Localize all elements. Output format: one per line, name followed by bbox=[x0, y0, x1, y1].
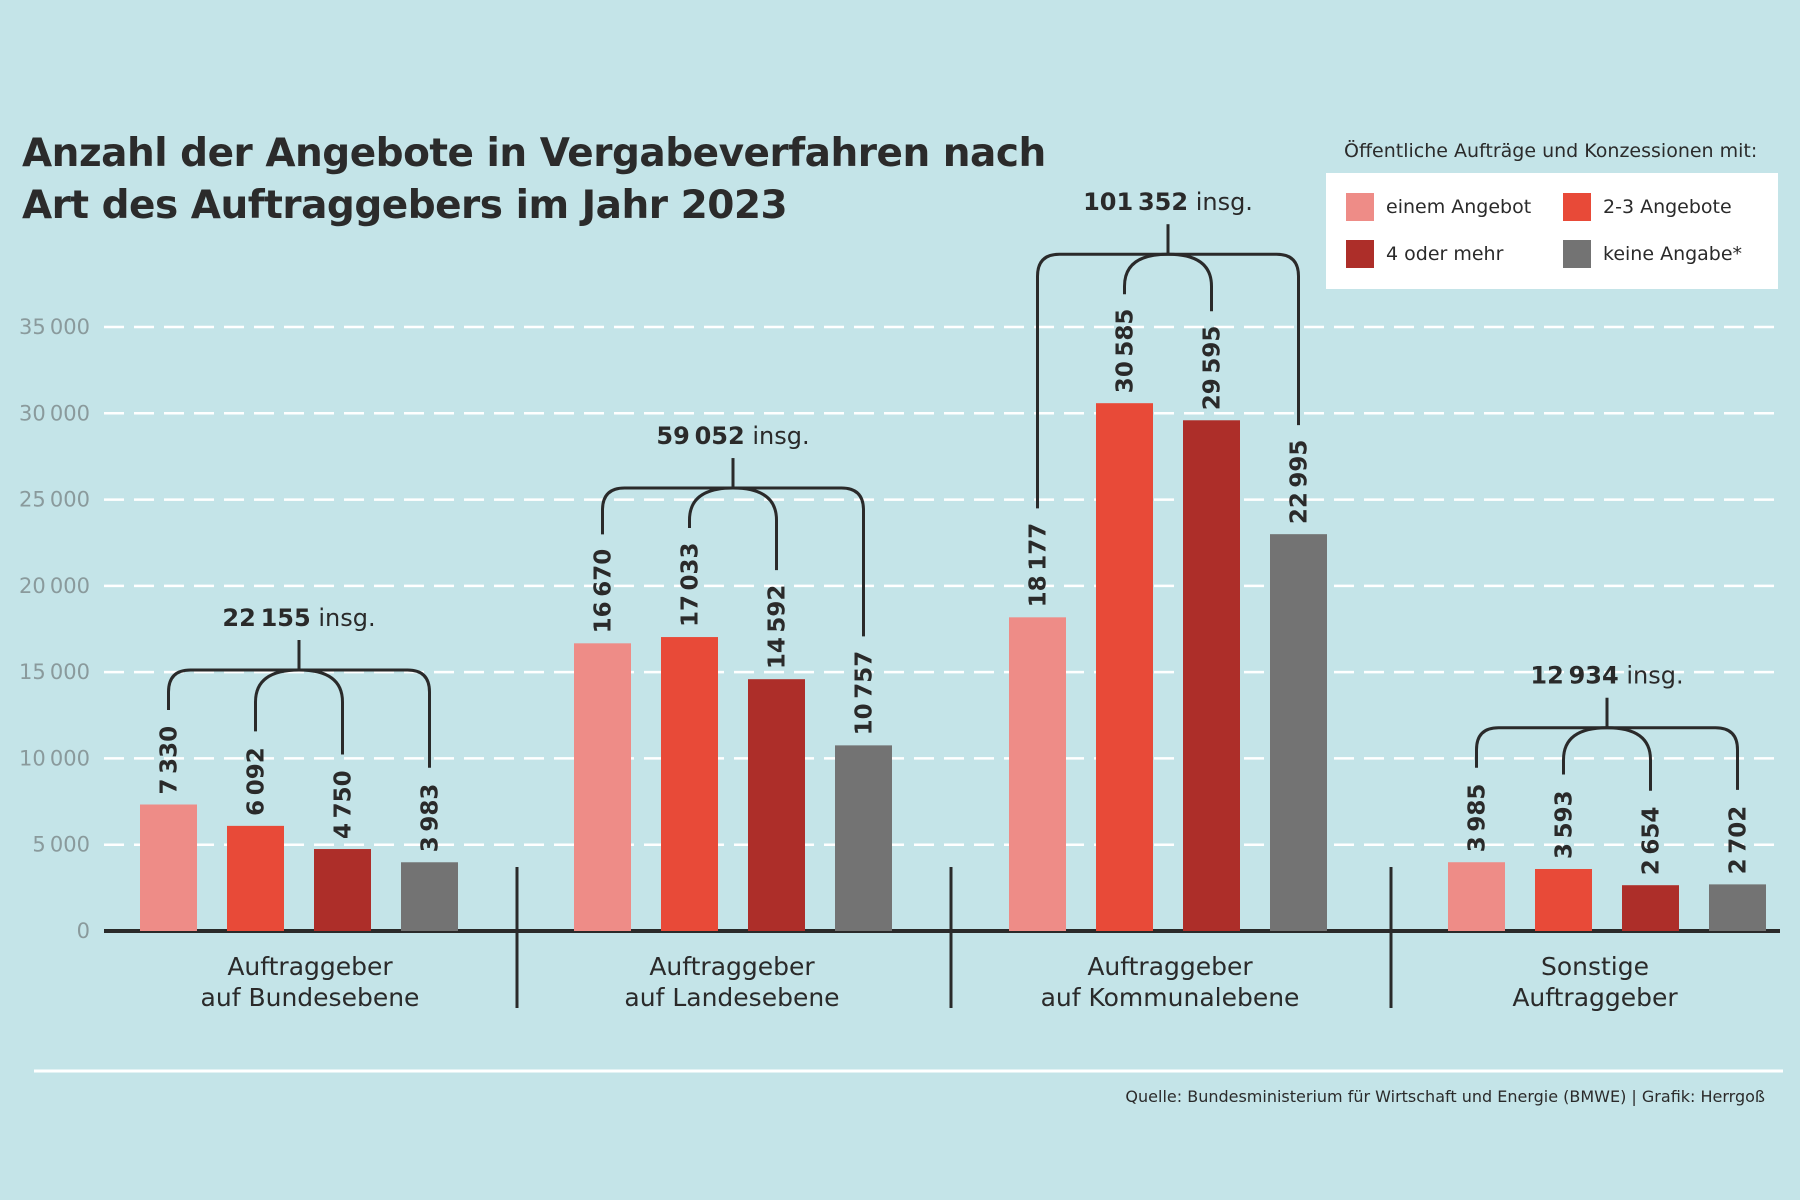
bar bbox=[314, 849, 371, 931]
legend-label: 4 oder mehr bbox=[1386, 243, 1504, 265]
title-line-1: Anzahl der Angebote in Vergabeverfahren … bbox=[22, 131, 1046, 176]
bar-value-label: 18 177 bbox=[1026, 523, 1052, 608]
total-value: 59 052 bbox=[656, 422, 744, 450]
category-label: Auftraggeber bbox=[1087, 952, 1253, 981]
total-label: 12 934 insg. bbox=[1530, 662, 1683, 690]
bar-value-label: 22 995 bbox=[1287, 440, 1313, 525]
bar-value-label: 14 592 bbox=[765, 585, 791, 670]
bar bbox=[1096, 403, 1153, 931]
y-tick-label: 25 000 bbox=[19, 488, 90, 512]
bar-value-label: 3 985 bbox=[1465, 784, 1491, 853]
bar bbox=[1622, 885, 1679, 931]
bar-value-label: 10 757 bbox=[852, 651, 878, 736]
category-label: auf Landesebene bbox=[624, 983, 839, 1012]
bar bbox=[1009, 617, 1066, 931]
bar bbox=[1448, 862, 1505, 931]
bar-value-label: 16 670 bbox=[591, 549, 617, 634]
legend-swatch bbox=[1563, 240, 1591, 268]
category-label: auf Bundesebene bbox=[201, 983, 420, 1012]
total-value: 101 352 bbox=[1083, 188, 1188, 216]
total-value: 12 934 bbox=[1530, 662, 1618, 690]
bar bbox=[835, 745, 892, 931]
bar bbox=[1270, 534, 1327, 931]
bar bbox=[1535, 868, 1592, 931]
legend-item-einem-angebot: einem Angebot bbox=[1346, 193, 1531, 221]
legend-swatch bbox=[1346, 193, 1374, 221]
y-tick-label: 30 000 bbox=[19, 401, 90, 425]
inner-brace bbox=[1123, 252, 1213, 312]
bar bbox=[574, 643, 631, 931]
legend-label: keine Angabe* bbox=[1603, 243, 1743, 265]
y-tick-label: 35 000 bbox=[19, 315, 90, 339]
category-label: Sonstige bbox=[1541, 952, 1649, 981]
bar bbox=[661, 637, 718, 931]
category-label: Auftraggeber bbox=[649, 952, 815, 981]
bar-value-label: 2 702 bbox=[1726, 806, 1752, 875]
total-brace bbox=[167, 668, 431, 768]
y-tick-label: 0 bbox=[77, 919, 90, 943]
y-tick-label: 10 000 bbox=[19, 746, 90, 770]
bar-value-label: 30 585 bbox=[1113, 309, 1139, 394]
y-tick-label: 15 000 bbox=[19, 660, 90, 684]
legend-item-4-oder-mehr: 4 oder mehr bbox=[1346, 240, 1503, 268]
title-line-2: Art des Auftraggebers im Jahr 2023 bbox=[22, 183, 788, 228]
total-suffix: insg. bbox=[311, 604, 376, 632]
bar bbox=[1183, 420, 1240, 931]
y-tick-label: 5 000 bbox=[32, 833, 90, 857]
bar-value-label: 4 750 bbox=[331, 770, 357, 839]
bar-value-label: 17 033 bbox=[678, 542, 704, 627]
y-tick-label: 20 000 bbox=[19, 574, 90, 598]
bar bbox=[1709, 884, 1766, 931]
legend-title: Öffentliche Aufträge und Konzessionen mi… bbox=[1344, 140, 1758, 162]
bar-value-label: 3 983 bbox=[418, 784, 444, 853]
inner-brace bbox=[254, 668, 344, 755]
legend-swatch bbox=[1563, 193, 1591, 221]
bar-value-label: 7 330 bbox=[157, 726, 183, 795]
total-suffix: insg. bbox=[1619, 662, 1684, 690]
total-suffix: insg. bbox=[1188, 188, 1253, 216]
total-label: 22 155 insg. bbox=[222, 604, 375, 632]
legend-item-2-3-angebote: 2-3 Angebote bbox=[1563, 193, 1732, 221]
source-credit: Quelle: Bundesministerium für Wirtschaft… bbox=[1125, 1087, 1765, 1106]
total-brace bbox=[1036, 252, 1300, 509]
category-label: auf Kommunalebene bbox=[1041, 983, 1300, 1012]
total-suffix: insg. bbox=[745, 422, 810, 450]
bar-value-label: 6 092 bbox=[244, 747, 270, 816]
legend-item-keine-angabe: keine Angabe* bbox=[1563, 240, 1742, 268]
category-label: Auftraggeber bbox=[1512, 983, 1678, 1012]
chart-title: Anzahl der Angebote in Vergabeverfahren … bbox=[22, 128, 1046, 232]
bar-value-label: 29 595 bbox=[1200, 326, 1226, 411]
total-value: 22 155 bbox=[222, 604, 310, 632]
legend-label: einem Angebot bbox=[1386, 196, 1532, 218]
total-label: 101 352 insg. bbox=[1083, 188, 1253, 216]
total-label: 59 052 insg. bbox=[656, 422, 809, 450]
bar bbox=[140, 804, 197, 931]
total-brace bbox=[601, 486, 865, 637]
category-label: Auftraggeber bbox=[227, 952, 393, 981]
bar bbox=[227, 825, 284, 931]
bar bbox=[748, 679, 805, 931]
legend-swatch bbox=[1346, 240, 1374, 268]
legend: einem Angebot 2-3 Angebote 4 oder mehr k… bbox=[1326, 173, 1778, 289]
bar-value-label: 3 593 bbox=[1552, 790, 1578, 859]
bar-value-label: 2 654 bbox=[1639, 807, 1665, 876]
bar bbox=[401, 862, 458, 931]
legend-label: 2-3 Angebote bbox=[1603, 196, 1732, 218]
